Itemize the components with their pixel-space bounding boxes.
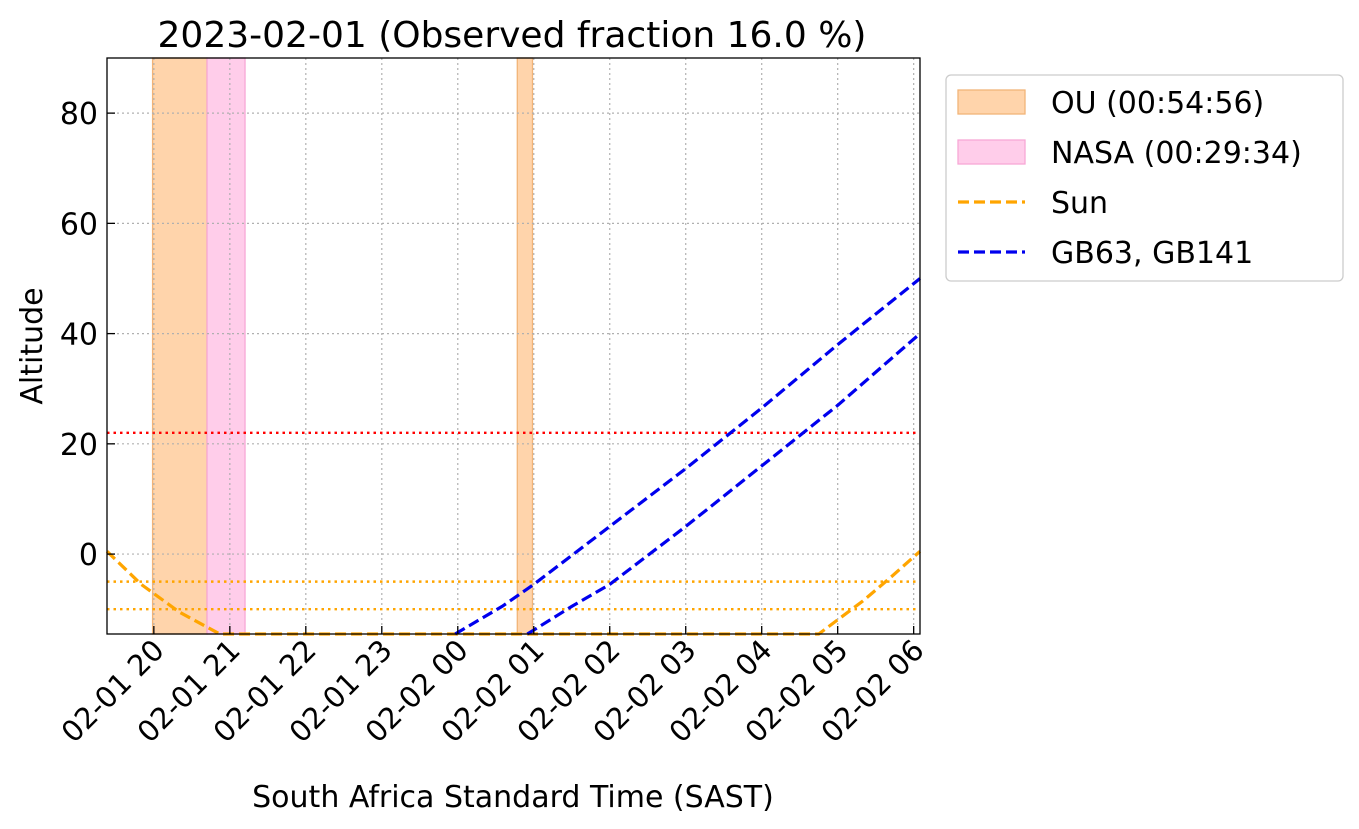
legend-label-1: NASA (00:29:34): [1051, 136, 1302, 171]
threshold-lines: [107, 431, 920, 611]
legend-label-3: GB63, GB141: [1051, 236, 1253, 271]
legend: OU (00:54:56) NASA (00:29:34) Sun GB63, GB1…: [945, 74, 1344, 282]
y-tick-label: 0: [79, 538, 98, 573]
legend-swatch-0: [957, 89, 1026, 115]
y-axis-label: Altitude: [15, 287, 50, 404]
legend-swatch-1: [957, 139, 1026, 165]
legend-frame: [945, 74, 1344, 282]
span-0-1: [516, 57, 534, 635]
legend-items: OU (00:54:56) NASA (00:29:34) Sun GB63, GB1…: [957, 86, 1302, 271]
y-tick-label: 80: [60, 97, 98, 132]
legend-label-2: Sun: [1051, 186, 1108, 221]
observation-spans: [151, 57, 534, 635]
y-tick-label: 40: [60, 318, 98, 353]
y-tick-label: 60: [60, 207, 98, 242]
legend-label-0: OU (00:54:56): [1051, 86, 1264, 121]
y-tick-label: 20: [60, 428, 98, 463]
y-axis-ticks: 0 20 40 60 80: [60, 97, 115, 573]
grid: [107, 58, 920, 634]
series-line-2: [526, 332, 922, 636]
plot-frame: [106, 57, 921, 635]
span-0-0: [151, 57, 208, 635]
chart-title: 2023-02-01 (Observed fraction 16.0 %): [158, 15, 867, 56]
x-axis-label: South Africa Standard Time (SAST): [252, 780, 774, 815]
span-1-0: [206, 57, 246, 635]
